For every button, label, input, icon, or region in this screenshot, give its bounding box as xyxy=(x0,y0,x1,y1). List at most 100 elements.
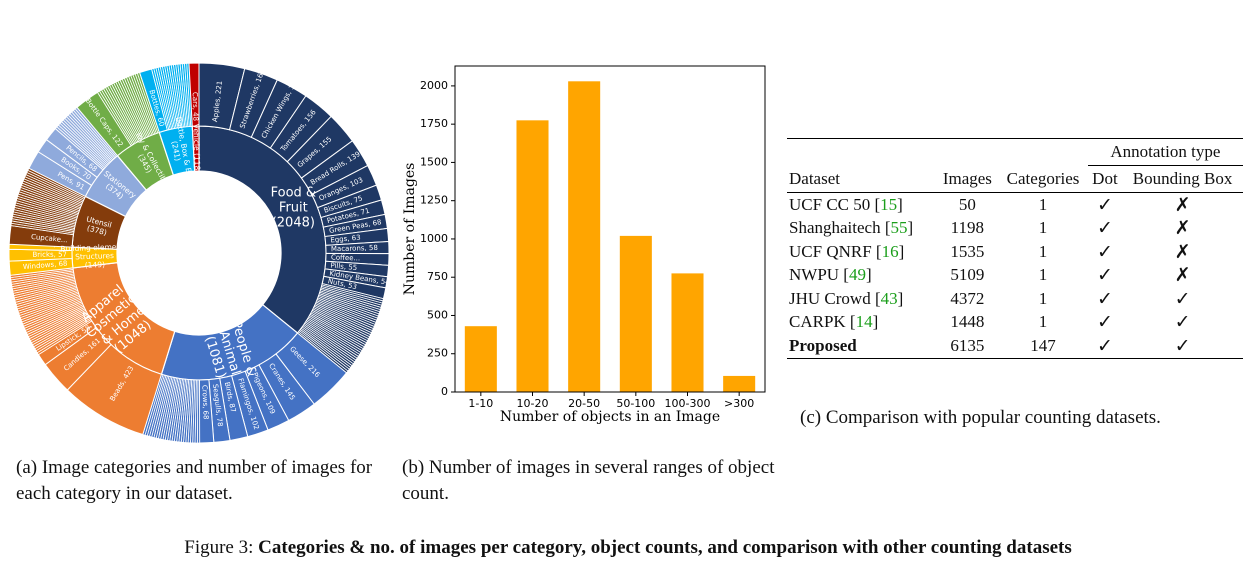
images-value: 5109 xyxy=(950,265,985,285)
dot-value: ✓ xyxy=(1096,193,1113,216)
categories-value: 1 xyxy=(1038,312,1048,332)
inner-label: (241) xyxy=(170,140,183,162)
y-tick-label: 2000 xyxy=(420,79,448,92)
images-value: 1535 xyxy=(950,241,985,261)
table-row: Shanghaitech [55] 1198 1 ✓ ✗ xyxy=(787,217,1243,241)
caption-b: (b) Number of images in several ranges o… xyxy=(402,457,775,504)
annotation-type-header: Annotation type xyxy=(1087,138,1243,166)
y-tick-label: 1250 xyxy=(420,194,448,207)
x-tick-label: 20-50 xyxy=(568,397,600,410)
object-count-bar-chart: 1-10 10-20 20-50 50-100 100-300 >300 0 250 500 75… xyxy=(402,65,766,425)
inner-label: Vehicle (118) xyxy=(192,124,202,174)
table-row: NWPU [49] 5109 1 ✓ ✗ xyxy=(787,264,1243,288)
inner-label: Fruit xyxy=(279,201,308,216)
outer-label: Crows, 68 xyxy=(200,385,209,420)
col-dot: Dot xyxy=(1092,169,1118,188)
x-tick-label: 100-300 xyxy=(665,397,711,410)
outer-label: Cars, 48 xyxy=(191,92,200,121)
images-value: 4372 xyxy=(950,288,985,308)
col-categories: Categories xyxy=(1006,168,1080,188)
y-tick-label: 750 xyxy=(427,270,448,283)
dot-value: ✓ xyxy=(1096,311,1113,334)
outer-label: Windows, 68 xyxy=(23,260,68,272)
bar->300 xyxy=(723,375,756,392)
x-tick-label: 1-10 xyxy=(468,397,493,410)
caption-a: (a) Image categories and number of image… xyxy=(16,457,373,504)
dataset-name: UCF CC 50 [15] xyxy=(789,194,903,214)
inner-label: Structures xyxy=(75,251,114,261)
comparison-table: Annotation type Dataset Images Categorie… xyxy=(787,138,1243,359)
dot-value: ✓ xyxy=(1096,334,1113,357)
citation: 49 xyxy=(848,265,866,285)
categories-value: 1 xyxy=(1038,265,1048,285)
x-tick-label: 50-100 xyxy=(616,397,655,410)
dataset-name: Shanghaitech [55] xyxy=(789,218,914,238)
box-value: ✗ xyxy=(1174,240,1191,263)
citation: 14 xyxy=(855,312,873,332)
box-value: ✓ xyxy=(1174,311,1191,334)
outer-label: Macarons, 58 xyxy=(331,244,378,253)
table-row: JHU Crowd [43] 4372 1 ✓ ✓ xyxy=(787,287,1243,311)
table-row: CARPK [14] 1448 1 ✓ ✓ xyxy=(787,311,1243,335)
dot-value: ✓ xyxy=(1096,287,1113,310)
box-value: ✗ xyxy=(1174,264,1191,287)
bar-1-10 xyxy=(464,326,497,392)
categories-value: 1 xyxy=(1038,218,1048,238)
citation: 16 xyxy=(881,241,899,261)
images-value: 6135 xyxy=(950,335,985,355)
outer-label: Pills, 55 xyxy=(330,262,358,273)
y-tick-label: 500 xyxy=(427,308,448,321)
outer-label: Cupcake... xyxy=(31,233,68,244)
inner-label-group: Vehicle (118) xyxy=(192,124,202,174)
outer-label: Eggs, 63 xyxy=(330,234,361,245)
y-tick-label: 1500 xyxy=(420,155,448,168)
x-tick-label: >300 xyxy=(724,397,754,410)
dot-value: ✓ xyxy=(1096,264,1113,287)
dot-value: ✓ xyxy=(1096,217,1113,240)
box-value: ✗ xyxy=(1174,217,1191,240)
box-value: ✓ xyxy=(1174,334,1191,357)
citation: 43 xyxy=(880,288,898,308)
inner-label: (149) xyxy=(85,260,106,270)
dataset-name: Proposed xyxy=(789,335,857,355)
box-value: ✗ xyxy=(1174,193,1191,216)
table-row: UCF CC 50 [15] 50 1 ✓ ✗ xyxy=(787,192,1243,217)
box-value: ✓ xyxy=(1174,287,1191,310)
col-bounding-box: Bounding Box xyxy=(1132,169,1233,188)
y-tick-label: 1000 xyxy=(420,232,448,245)
inner-label-group: Food &Fruit(2048) xyxy=(271,186,316,231)
y-tick-label: 0 xyxy=(441,385,448,398)
citation: 55 xyxy=(890,218,908,238)
dataset-name: UCF QNRF [16] xyxy=(789,241,905,261)
y-tick-label: 250 xyxy=(427,347,448,360)
bar-10-20 xyxy=(516,120,549,393)
categories-value: 1 xyxy=(1038,194,1048,214)
col-dataset: Dataset xyxy=(789,168,840,188)
images-value: 1448 xyxy=(950,312,985,332)
y-axis-label: Number of Images xyxy=(402,163,418,296)
x-axis-label: Number of objects in an Image xyxy=(500,409,720,425)
figure-caption: Figure 3: Categories & no. of images per… xyxy=(0,535,1256,561)
inner-label: (2048) xyxy=(272,216,315,231)
outer-label: Coffee... xyxy=(331,254,361,263)
outer-label: Bricks, 57 xyxy=(32,251,67,259)
images-value: 1198 xyxy=(950,218,985,238)
dataset-name: CARPK [14] xyxy=(789,312,879,332)
bar-100-300 xyxy=(671,273,704,392)
figure-caption-text: Categories & no. of images per category,… xyxy=(258,537,1072,558)
images-value: 50 xyxy=(958,194,976,214)
col-images: Images xyxy=(942,168,992,188)
dataset-name: JHU Crowd [43] xyxy=(789,288,904,308)
citation: 15 xyxy=(880,194,898,214)
dot-value: ✓ xyxy=(1096,240,1113,263)
figure-caption-prefix: Figure 3: xyxy=(184,537,254,558)
categories-value: 147 xyxy=(1030,335,1056,355)
outer-segment xyxy=(188,62,200,127)
categories-value: 1 xyxy=(1038,241,1048,261)
bar-20-50 xyxy=(568,81,601,392)
x-tick-label: 10-20 xyxy=(517,397,549,410)
caption-c: (c) Comparison with popular counting dat… xyxy=(800,407,1161,428)
table-row: UCF QNRF [16] 1535 1 ✓ ✗ xyxy=(787,240,1243,264)
